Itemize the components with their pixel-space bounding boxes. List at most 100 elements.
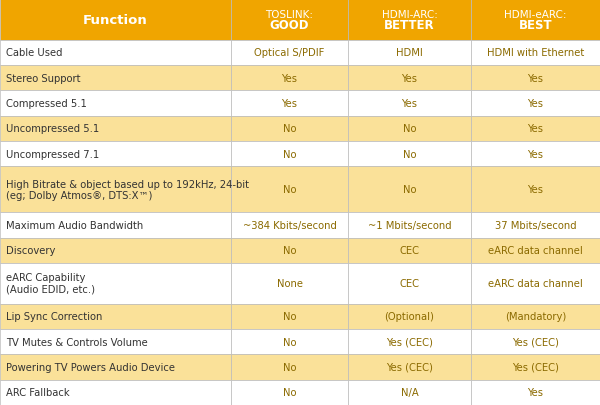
Bar — [231, 213, 348, 238]
Text: No: No — [283, 337, 296, 347]
Text: Maximum Audio Bandwidth: Maximum Audio Bandwidth — [6, 220, 143, 230]
Text: ARC Fallback: ARC Fallback — [6, 387, 70, 397]
Bar — [471, 66, 600, 91]
Text: None: None — [277, 279, 302, 288]
Text: BETTER: BETTER — [384, 19, 435, 32]
Text: No: No — [283, 149, 296, 160]
Bar — [0, 213, 231, 238]
Text: (Mandatory): (Mandatory) — [505, 311, 566, 322]
Text: Yes: Yes — [527, 387, 544, 397]
Text: HDMI-eARC:: HDMI-eARC: — [504, 10, 567, 19]
Bar — [471, 213, 600, 238]
Text: Yes (CEC): Yes (CEC) — [386, 362, 433, 372]
Bar — [471, 142, 600, 167]
Bar — [0, 263, 231, 304]
Text: No: No — [403, 149, 416, 160]
Text: BEST: BEST — [518, 19, 553, 32]
Bar — [348, 354, 471, 380]
Text: 37 Mbits/second: 37 Mbits/second — [494, 220, 577, 230]
Text: Yes (CEC): Yes (CEC) — [386, 337, 433, 347]
Bar — [348, 142, 471, 167]
Text: Uncompressed 5.1: Uncompressed 5.1 — [6, 124, 99, 134]
Text: Yes: Yes — [281, 99, 298, 109]
Bar — [0, 117, 231, 142]
Text: HDMI: HDMI — [396, 48, 423, 58]
Text: (Optional): (Optional) — [385, 311, 434, 322]
Bar — [471, 40, 600, 66]
Text: eARC Capability
(Audio EDID, etc.): eARC Capability (Audio EDID, etc.) — [6, 273, 95, 294]
Bar — [348, 263, 471, 304]
Text: Cable Used: Cable Used — [6, 48, 62, 58]
Bar — [348, 117, 471, 142]
Text: Powering TV Powers Audio Device: Powering TV Powers Audio Device — [6, 362, 175, 372]
Text: Uncompressed 7.1: Uncompressed 7.1 — [6, 149, 99, 160]
Bar — [471, 329, 600, 354]
Text: TOSLINK:: TOSLINK: — [265, 10, 314, 19]
Text: Yes: Yes — [527, 73, 544, 83]
Bar — [348, 380, 471, 405]
Bar — [348, 91, 471, 117]
Bar — [231, 304, 348, 329]
Bar — [471, 0, 600, 40]
Text: ~384 Kbits/second: ~384 Kbits/second — [242, 220, 337, 230]
Bar — [0, 380, 231, 405]
Bar — [231, 66, 348, 91]
Bar — [0, 66, 231, 91]
Text: No: No — [283, 185, 296, 195]
Bar — [471, 380, 600, 405]
Bar — [471, 91, 600, 117]
Bar — [0, 0, 231, 40]
Text: High Bitrate & object based up to 192kHz, 24-bit
(eg; Dolby Atmos®, DTS:X™): High Bitrate & object based up to 192kHz… — [6, 179, 249, 200]
Text: CEC: CEC — [400, 279, 419, 288]
Bar — [471, 304, 600, 329]
Text: No: No — [283, 311, 296, 322]
Text: Stereo Support: Stereo Support — [6, 73, 80, 83]
Bar — [348, 40, 471, 66]
Bar — [231, 117, 348, 142]
Bar — [471, 263, 600, 304]
Bar — [348, 329, 471, 354]
Text: Yes: Yes — [281, 73, 298, 83]
Text: N/A: N/A — [401, 387, 418, 397]
Bar — [231, 167, 348, 213]
Bar — [231, 380, 348, 405]
Bar — [471, 117, 600, 142]
Bar — [231, 263, 348, 304]
Bar — [348, 213, 471, 238]
Bar — [0, 142, 231, 167]
Text: Yes (CEC): Yes (CEC) — [512, 362, 559, 372]
Bar — [0, 304, 231, 329]
Bar — [231, 0, 348, 40]
Text: Yes: Yes — [527, 99, 544, 109]
Bar — [231, 40, 348, 66]
Text: No: No — [283, 362, 296, 372]
Bar — [231, 91, 348, 117]
Bar — [231, 354, 348, 380]
Bar — [231, 238, 348, 263]
Bar — [0, 91, 231, 117]
Text: No: No — [403, 124, 416, 134]
Text: Yes: Yes — [527, 149, 544, 160]
Text: Function: Function — [83, 14, 148, 27]
Text: Lip Sync Correction: Lip Sync Correction — [6, 311, 103, 322]
Text: Optical S/PDIF: Optical S/PDIF — [254, 48, 325, 58]
Text: HDMI-ARC:: HDMI-ARC: — [382, 10, 437, 19]
Text: CEC: CEC — [400, 245, 419, 256]
Text: Yes: Yes — [401, 73, 418, 83]
Bar — [0, 167, 231, 213]
Bar — [471, 238, 600, 263]
Bar — [0, 354, 231, 380]
Bar — [348, 304, 471, 329]
Text: Yes: Yes — [401, 99, 418, 109]
Text: No: No — [283, 387, 296, 397]
Text: Yes: Yes — [527, 124, 544, 134]
Bar — [0, 329, 231, 354]
Bar — [471, 354, 600, 380]
Bar — [0, 238, 231, 263]
Text: Compressed 5.1: Compressed 5.1 — [6, 99, 87, 109]
Bar — [231, 142, 348, 167]
Bar — [348, 0, 471, 40]
Text: HDMI with Ethernet: HDMI with Ethernet — [487, 48, 584, 58]
Text: No: No — [403, 185, 416, 195]
Text: No: No — [283, 124, 296, 134]
